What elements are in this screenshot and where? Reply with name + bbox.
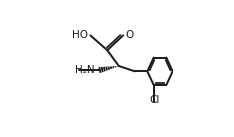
Text: O: O — [126, 30, 134, 40]
Text: Cl: Cl — [149, 95, 159, 105]
Text: H₂N: H₂N — [75, 65, 94, 75]
Text: HO: HO — [72, 30, 88, 40]
